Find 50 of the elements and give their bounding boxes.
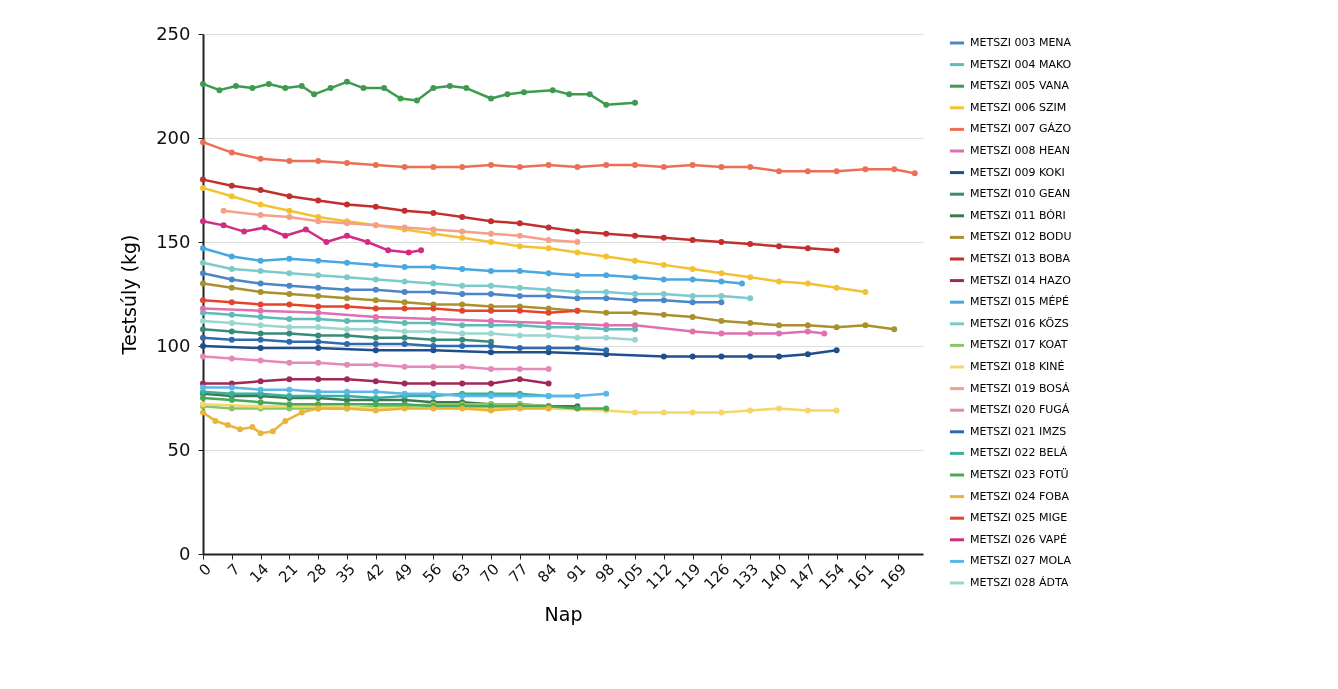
x-tick-label: 84	[534, 560, 561, 587]
legend-label: METSZI 017 KOAT	[970, 338, 1068, 352]
x-tick-label: 35	[332, 560, 359, 587]
y-tick-label: 250	[156, 22, 191, 44]
legend-label: METSZI 023 FOTÜ	[970, 468, 1069, 481]
legend-label: METSZI 010 GEAN	[970, 187, 1071, 201]
x-tick-label: 28	[303, 560, 331, 587]
legend-label: METSZI 008 HEAN	[970, 144, 1070, 157]
legend-label: METSZI 026 VAPÉ	[970, 532, 1067, 546]
legend-label: METSZI 011 BÓRI	[970, 208, 1066, 222]
legend-label: METSZI 021 IMZS	[970, 424, 1067, 438]
legend-label: METSZI 005 VANA	[970, 79, 1070, 93]
legend-label: METSZI 003 MENA	[970, 36, 1072, 49]
y-tick-label: 50	[167, 438, 191, 460]
legend-label: METSZI 015 MÉPÉ	[970, 295, 1069, 309]
legend-label: METSZI 016 KÖZS	[970, 316, 1069, 330]
x-tick-label: 56	[418, 560, 446, 587]
legend-label: METSZI 020 FUGÁ	[970, 403, 1070, 417]
x-tick-label: 91	[562, 560, 590, 587]
x-tick-label: 49	[390, 560, 417, 587]
legend-label: METSZI 007 GÁZO	[970, 122, 1072, 136]
legend-label: METSZI 014 HAZO	[970, 273, 1072, 287]
x-tick-label: 63	[447, 560, 475, 587]
legend-label: METSZI 027 MOLA	[970, 554, 1072, 568]
y-tick-label: 100	[156, 334, 191, 356]
legend-label: METSZI 018 KINÉ	[970, 360, 1065, 373]
y-tick-label: 150	[156, 230, 191, 252]
legend-label: METSZI 012 BODU	[970, 230, 1072, 244]
x-tick-label: 169	[877, 560, 911, 594]
legend-label: METSZI 025 MIGE	[970, 511, 1068, 525]
x-tick-label: 14	[246, 560, 273, 587]
legend-label: METSZI 022 BELÁ	[970, 446, 1068, 460]
y-tick-label: 0	[179, 542, 191, 564]
y-tick-label: 200	[156, 126, 191, 148]
x-tick-label: 140	[757, 560, 791, 594]
legend-label: METSZI 019 BOSÁ	[970, 381, 1071, 395]
legend-label: METSZI 009 KOKI	[970, 165, 1065, 179]
legend-label: METSZI 006 SZIM	[970, 100, 1067, 114]
x-tick-label: 0	[195, 560, 215, 580]
legend-label: METSZI 024 FOBA	[970, 489, 1070, 503]
legend-label: METSZI 004 MAKO	[970, 57, 1072, 71]
x-axis-title: Nap	[544, 603, 583, 626]
x-tick-label: 70	[476, 560, 503, 587]
legend-label: METSZI 013 BOBA	[970, 252, 1071, 265]
x-tick-label: 42	[361, 560, 388, 587]
legend-label: METSZI 028 ÁDTA	[970, 576, 1069, 589]
x-tick-label: 7	[224, 560, 244, 580]
y-axis-title: Testsúly (kg)	[118, 234, 141, 356]
x-tick-label: 21	[274, 560, 302, 587]
x-tick-label: 77	[505, 560, 532, 587]
